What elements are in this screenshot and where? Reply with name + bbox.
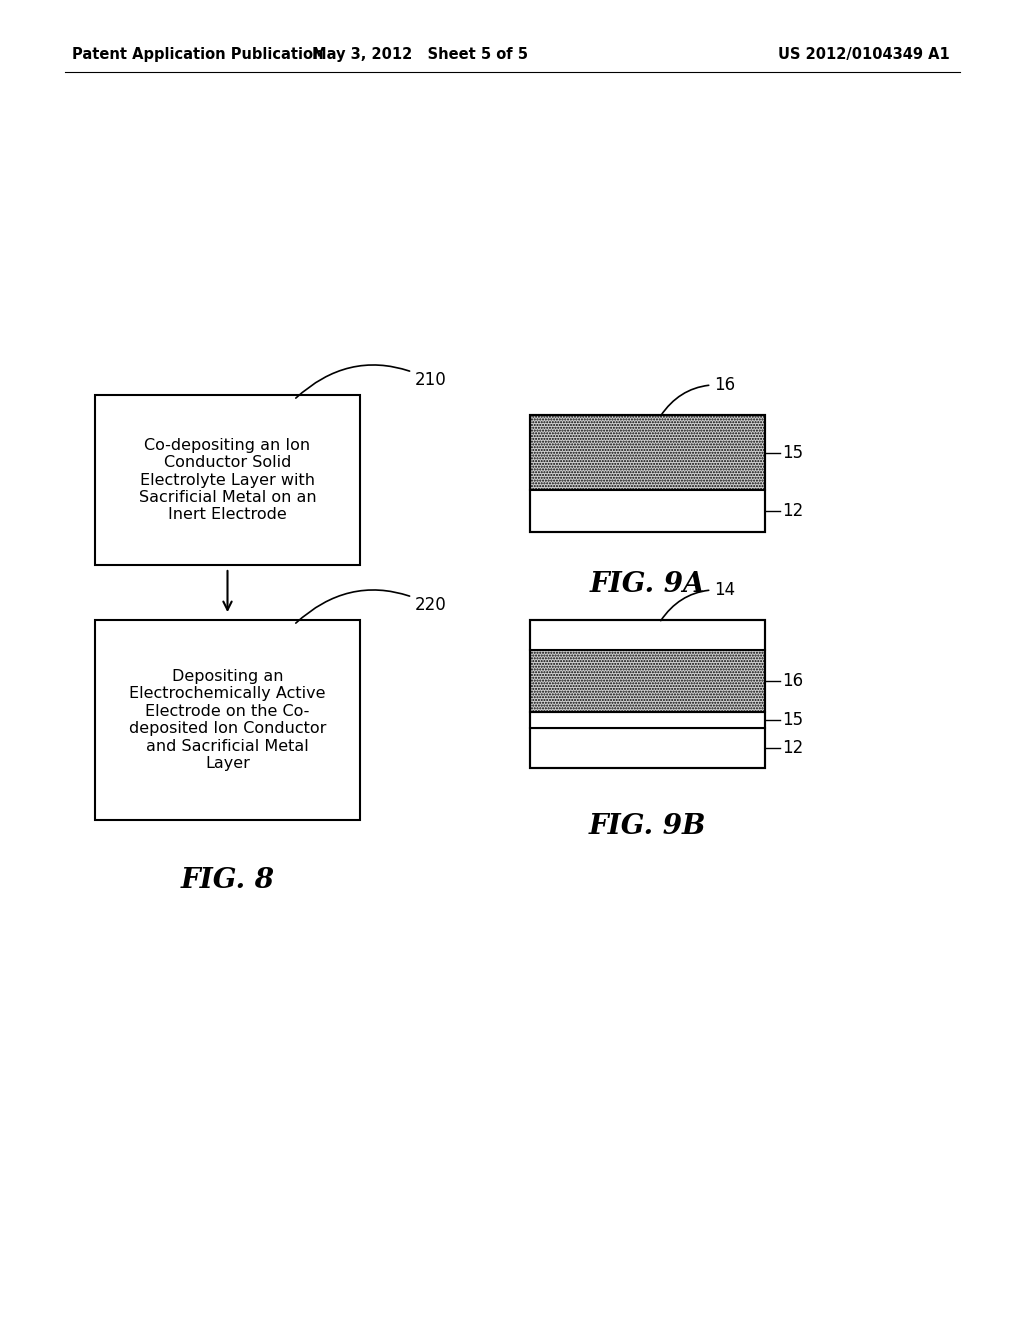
Bar	[530, 414, 765, 490]
Bar	[95, 620, 360, 820]
Text: FIG. 9B: FIG. 9B	[589, 813, 707, 840]
Bar	[530, 490, 765, 532]
Text: Depositing an
Electrochemically Active
Electrode on the Co-
deposited Ion Conduc: Depositing an Electrochemically Active E…	[129, 669, 327, 771]
Text: FIG. 8: FIG. 8	[180, 866, 274, 894]
Text: US 2012/0104349 A1: US 2012/0104349 A1	[778, 48, 950, 62]
Text: 15: 15	[782, 444, 803, 462]
Text: 210: 210	[296, 364, 446, 399]
Text: May 3, 2012   Sheet 5 of 5: May 3, 2012 Sheet 5 of 5	[312, 48, 528, 62]
Bar	[530, 620, 765, 768]
Bar	[530, 414, 765, 532]
Text: Co-depositing an Ion
Conductor Solid
Electrolyte Layer with
Sacrificial Metal on: Co-depositing an Ion Conductor Solid Ele…	[138, 438, 316, 523]
Text: 14: 14	[660, 581, 735, 620]
Text: 12: 12	[782, 502, 803, 520]
Bar	[530, 729, 765, 768]
Text: 15: 15	[782, 711, 803, 729]
Text: Patent Application Publication: Patent Application Publication	[72, 48, 324, 62]
Text: 220: 220	[296, 590, 446, 623]
Bar	[530, 711, 765, 729]
Text: 16: 16	[660, 376, 735, 416]
Text: FIG. 9A: FIG. 9A	[590, 570, 706, 598]
Bar	[95, 395, 360, 565]
Bar	[530, 649, 765, 711]
Bar	[530, 620, 765, 649]
Text: 16: 16	[782, 672, 803, 690]
Text: 12: 12	[782, 739, 803, 756]
